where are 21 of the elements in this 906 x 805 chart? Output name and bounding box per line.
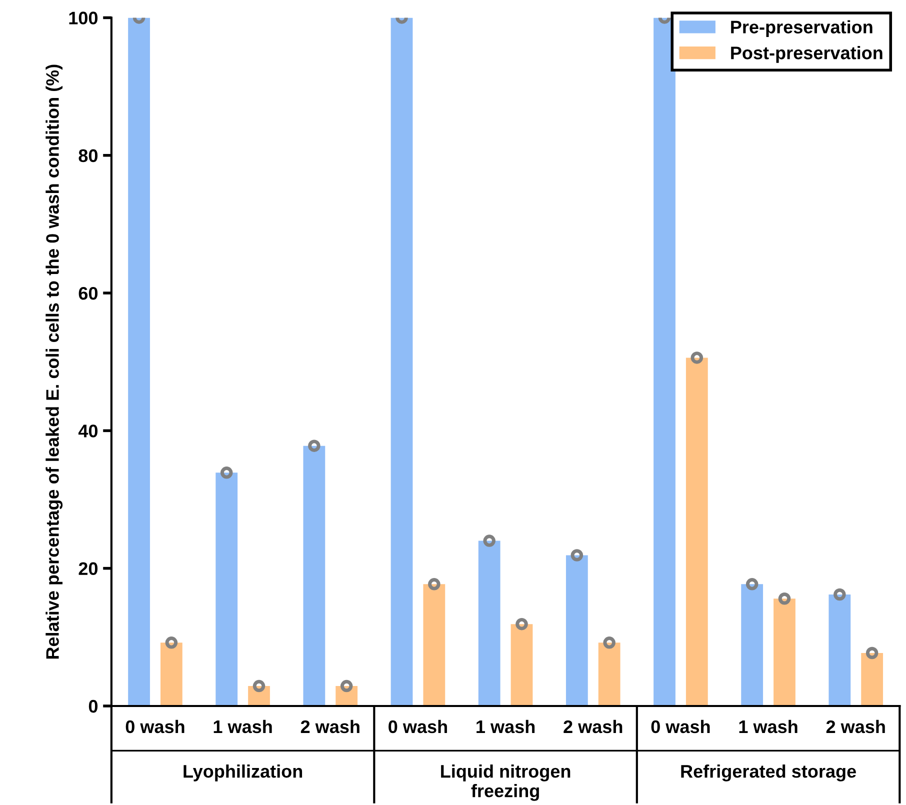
- x-tick-label: 1 wash: [214, 720, 272, 734]
- x-tick-label: 0 wash: [651, 720, 710, 734]
- x-tick-label: 2 wash: [564, 720, 622, 734]
- x-tick-label: 2 wash: [826, 720, 885, 734]
- y-tick-label: 100: [69, 12, 98, 24]
- x-tick-label: 1 wash: [739, 720, 798, 734]
- text: Liquid nitrogen freezing: [441, 764, 570, 801]
- y-tick-label: 0: [88, 700, 98, 713]
- legend-label: Post-preservation: [731, 46, 882, 63]
- text: Lyophilization: [184, 764, 302, 782]
- x-tick-label: 0 wash: [126, 720, 184, 734]
- y-tick-label: 40: [78, 424, 98, 438]
- legend-label: Pre-preservation: [731, 20, 872, 38]
- x-tick-label: 0 wash: [388, 720, 447, 734]
- y-tick-label: 20: [78, 562, 98, 576]
- y-tick-label: 60: [78, 286, 98, 300]
- x-tick-label: 2 wash: [300, 720, 360, 734]
- x-tick-label: 1 wash: [476, 720, 535, 734]
- y-axis-title: Relative percentage of leaked E. coli cells to the 0 wash condition (%): [46, 64, 63, 659]
- text: Refrigerated storage: [681, 764, 856, 782]
- y-tick-label: 80: [78, 149, 98, 162]
